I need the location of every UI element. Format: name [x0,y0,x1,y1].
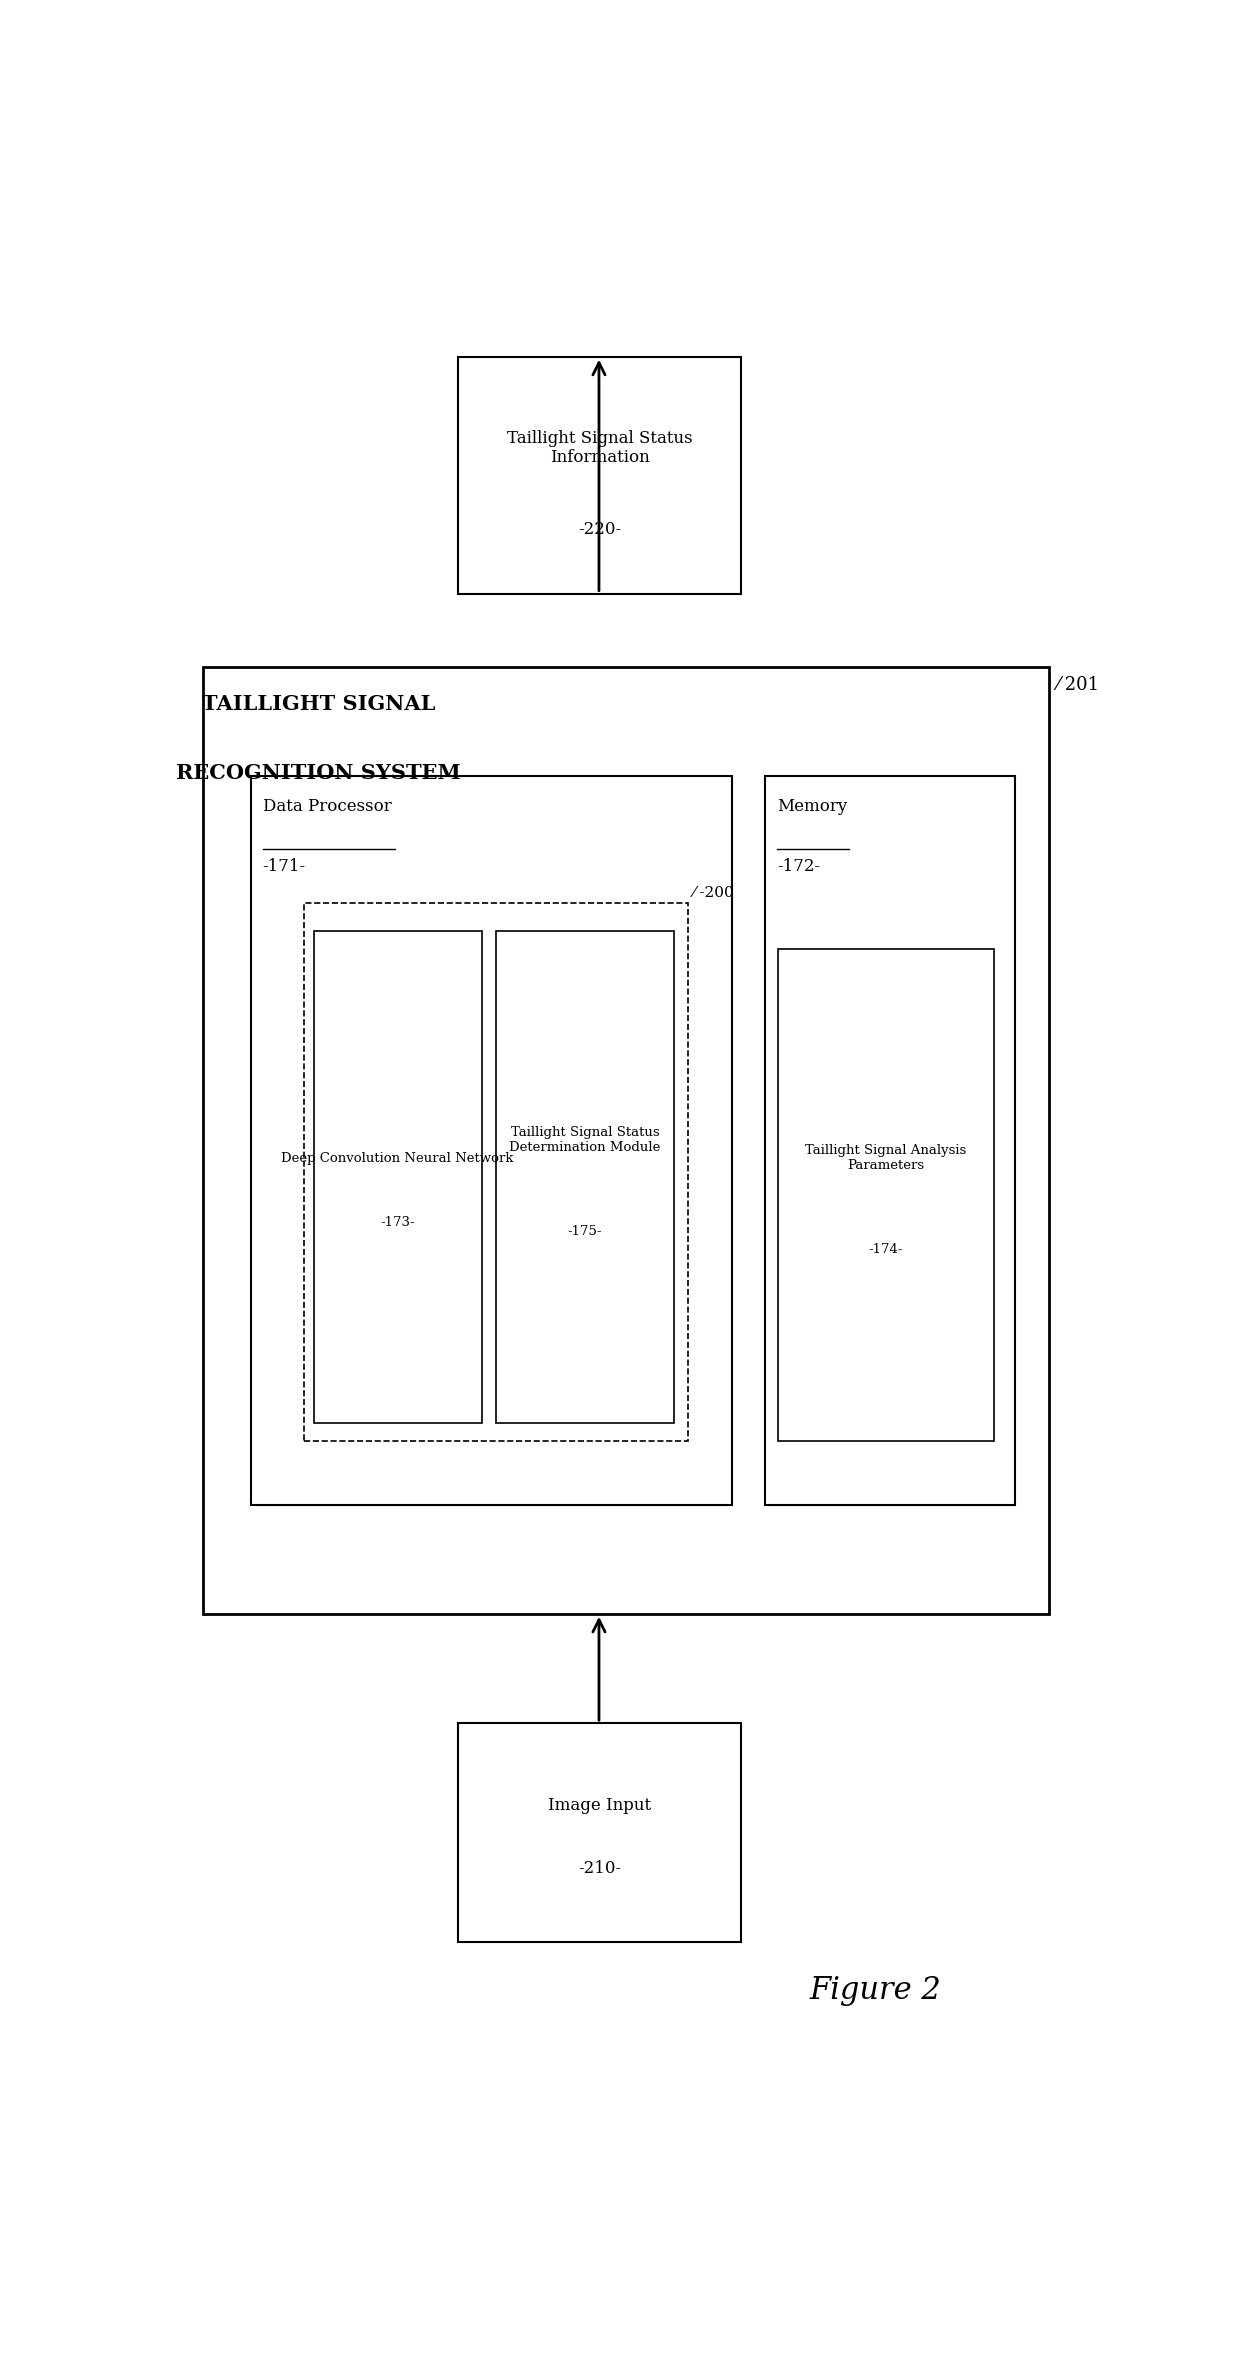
Text: Taillight Signal Status
Determination Module: Taillight Signal Status Determination Mo… [510,1126,661,1155]
Text: Data Processor: Data Processor [263,797,392,814]
Text: -173-: -173- [381,1216,415,1228]
Text: Memory: Memory [776,797,847,814]
FancyBboxPatch shape [304,904,688,1441]
Text: Deep Convolution Neural Network: Deep Convolution Neural Network [281,1152,513,1164]
FancyBboxPatch shape [777,949,994,1441]
Text: RECOGNITION SYSTEM: RECOGNITION SYSTEM [176,764,461,783]
Text: Taillight Signal Analysis
Parameters: Taillight Signal Analysis Parameters [805,1145,966,1174]
Text: Image Input: Image Input [548,1796,651,1815]
Text: -174-: -174- [868,1242,903,1256]
Text: ⁄ 201: ⁄ 201 [1056,677,1100,693]
FancyBboxPatch shape [458,357,742,594]
Text: TAILLIGHT SIGNAL: TAILLIGHT SIGNAL [202,693,435,715]
Text: -175-: -175- [568,1226,603,1237]
Text: Taillight Signal Status
Information: Taillight Signal Status Information [507,431,692,466]
Text: -172-: -172- [776,859,820,875]
FancyBboxPatch shape [765,776,1016,1505]
FancyBboxPatch shape [496,930,675,1422]
FancyBboxPatch shape [250,776,732,1505]
Text: -210-: -210- [578,1860,621,1876]
Text: -220-: -220- [578,521,621,539]
FancyBboxPatch shape [458,1722,742,1942]
Text: ⁄ -200: ⁄ -200 [693,885,735,899]
Text: Figure 2: Figure 2 [810,1976,941,2006]
FancyBboxPatch shape [203,667,1049,1614]
FancyBboxPatch shape [314,930,481,1422]
Text: -171-: -171- [263,859,306,875]
